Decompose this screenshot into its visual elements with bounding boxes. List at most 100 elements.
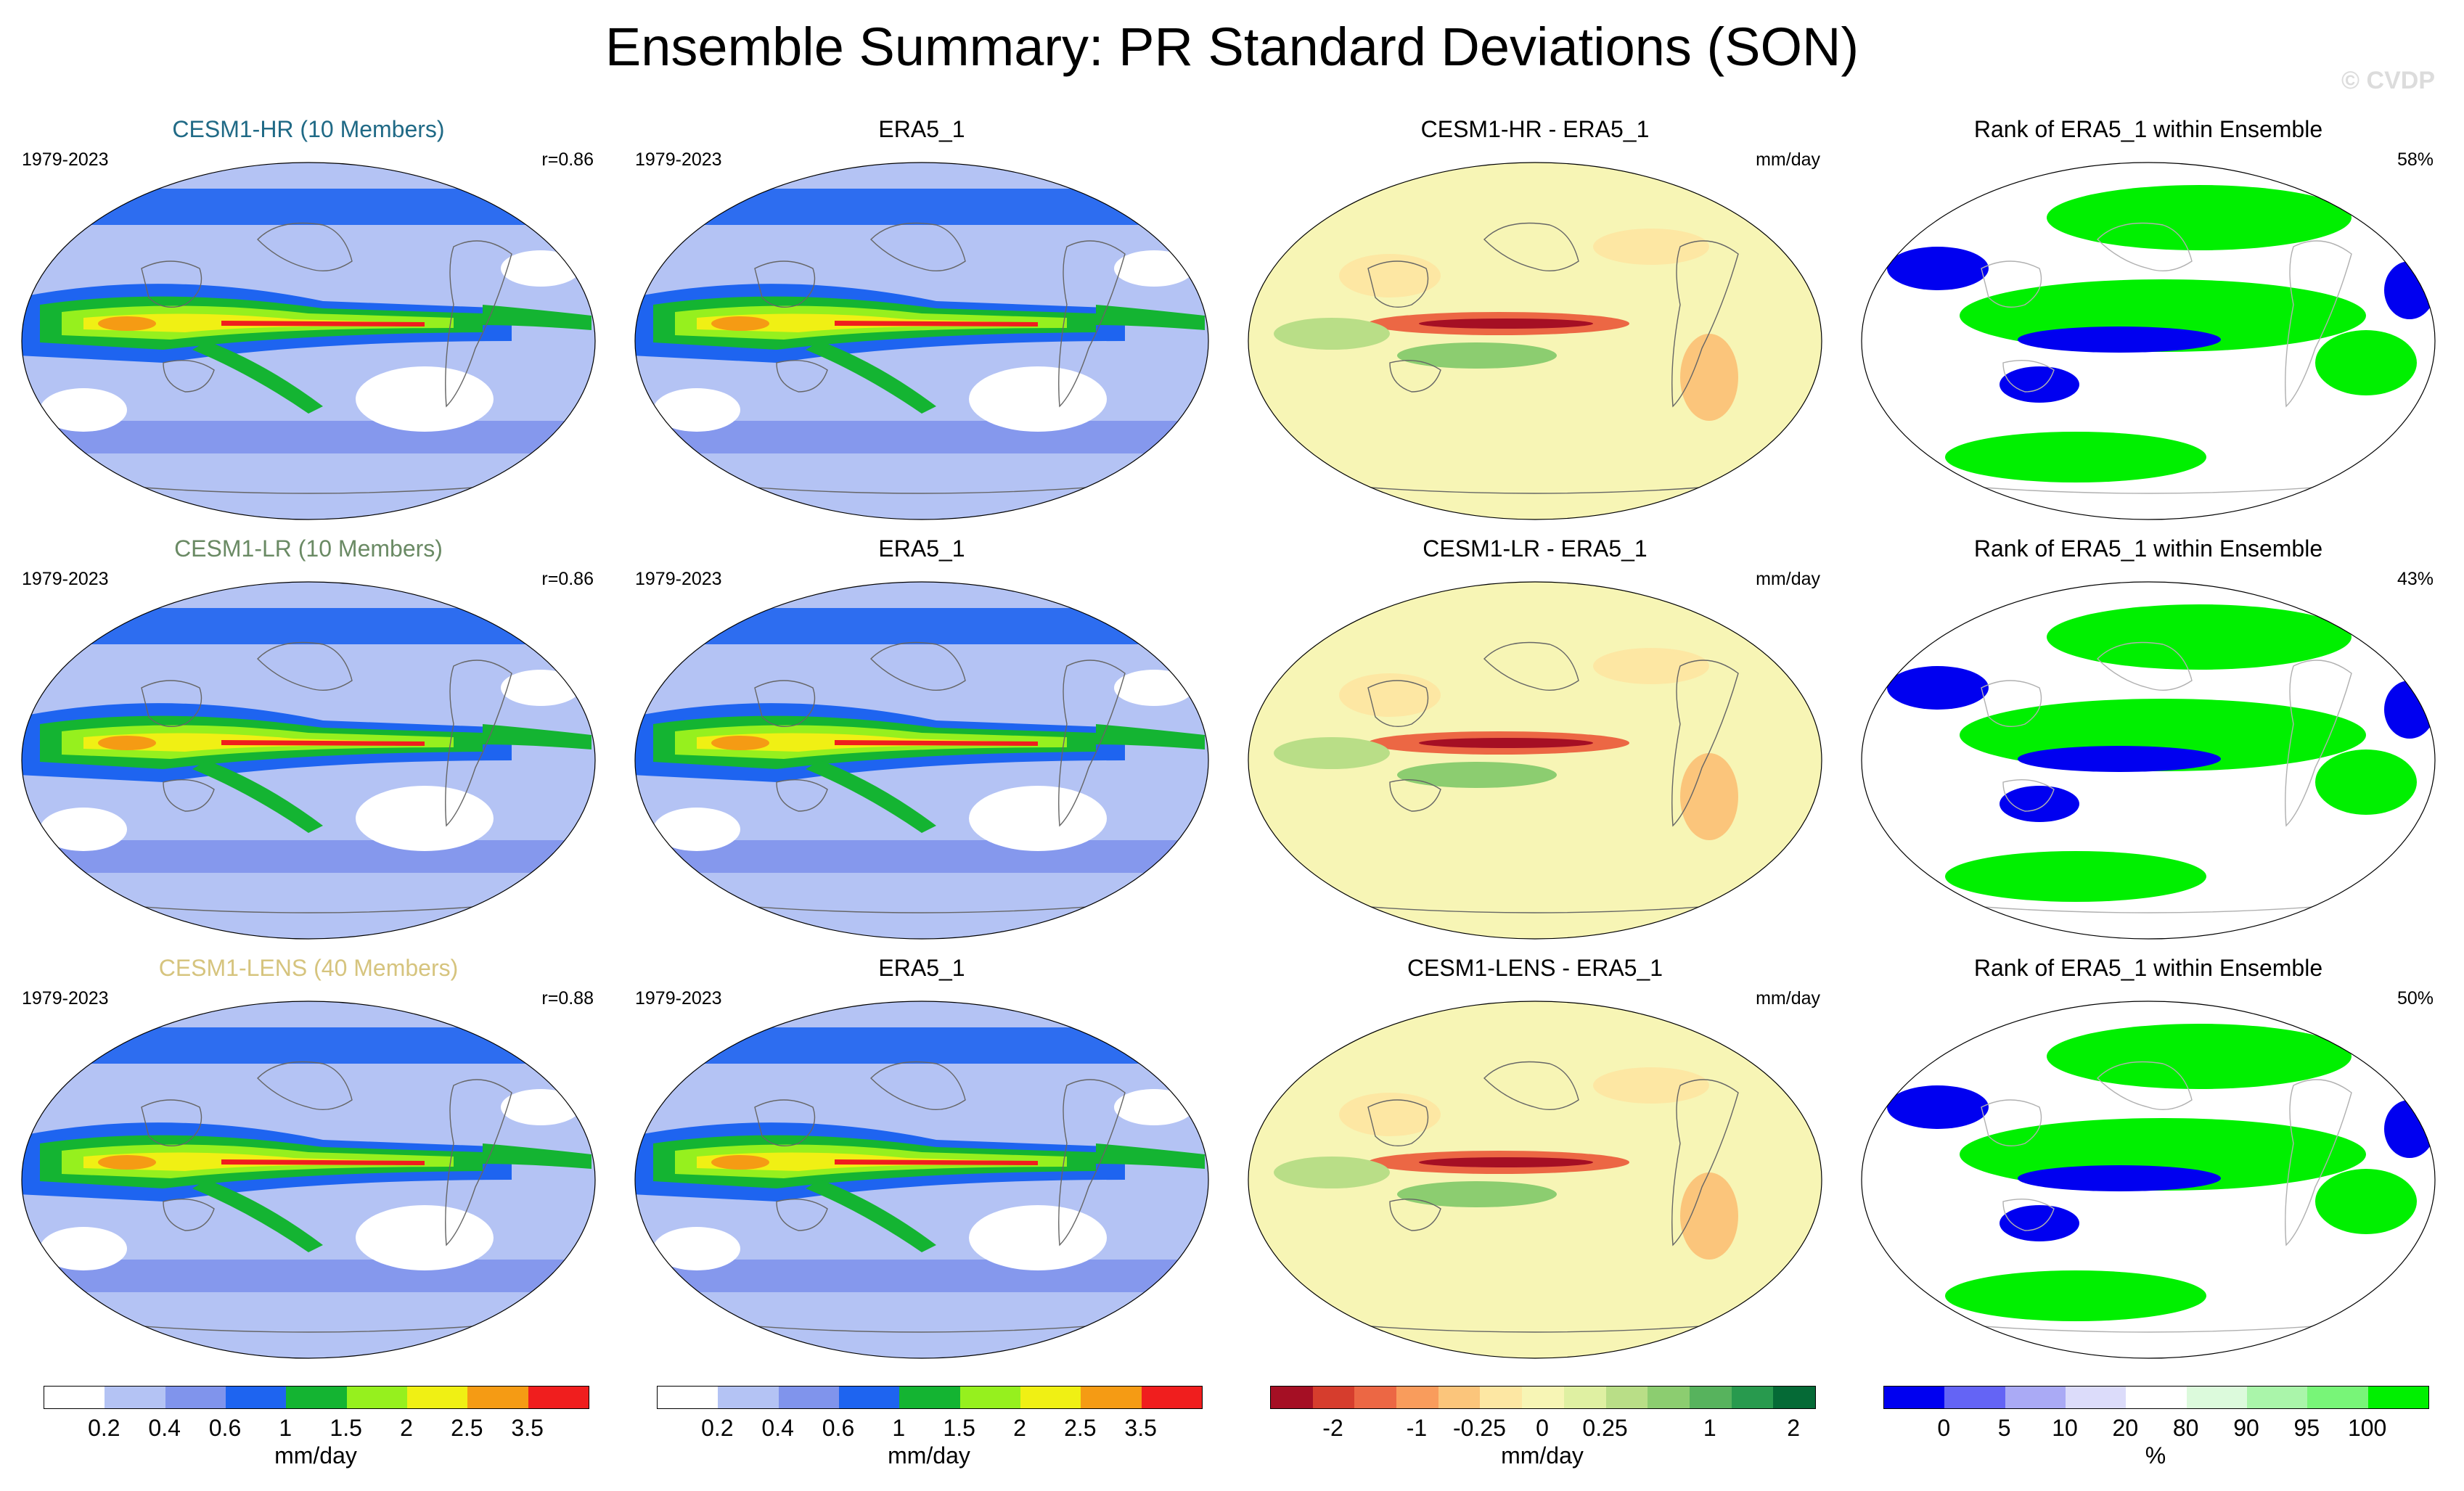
- pacific-itcz-max: [835, 740, 1038, 746]
- coastline-north: [870, 1061, 966, 1111]
- colorbar-swatch: [1312, 1387, 1355, 1408]
- colorbar-tick-label: 0.25: [1582, 1415, 1628, 1441]
- coastline-americas: [1058, 1079, 1126, 1246]
- map-panel-model: CESM1-LR (10 Members) 1979-2023 r=0.86: [7, 535, 610, 949]
- coastline-australia: [2002, 779, 2055, 812]
- colorbar-swatch: [406, 1387, 468, 1408]
- coastline-asia: [141, 1099, 202, 1146]
- colorbar-tick-label: 95: [2293, 1415, 2320, 1441]
- coastline-australia: [2002, 1198, 2055, 1231]
- globe-map-diff: [1248, 1001, 1822, 1359]
- dry-zone-se-pacific: [969, 786, 1107, 851]
- colorbar-tick-label: 0.6: [822, 1415, 855, 1441]
- globe-outline: [1248, 581, 1822, 940]
- rank-low-west: [1887, 666, 1989, 710]
- colorbar-tick-label: 3.5: [1124, 1415, 1157, 1441]
- rank-low-south: [2000, 1205, 2079, 1241]
- spcz: [192, 341, 323, 414]
- coastline-north: [870, 641, 966, 691]
- globe-map-model: [21, 1001, 596, 1359]
- coastline-australia: [776, 1198, 828, 1231]
- colorbar-swatch: [778, 1387, 839, 1408]
- storm-track-north: [635, 189, 1208, 225]
- globe-outline: [634, 162, 1209, 520]
- spcz: [806, 760, 936, 833]
- indian-ocean-max: [98, 1155, 156, 1170]
- panel-title: Rank of ERA5_1 within Ensemble: [1973, 116, 2323, 142]
- colorbar-swatch: [286, 1387, 347, 1408]
- atlantic-itcz: [1096, 305, 1205, 330]
- rank-high-north: [2047, 604, 2352, 670]
- period-label: 1979-2023: [635, 569, 722, 589]
- globe-map-diff: [1248, 581, 1822, 940]
- atlantic-itcz: [483, 724, 592, 749]
- colorbar-swatch: [838, 1387, 900, 1408]
- colorbar-tick-label: 1: [279, 1415, 292, 1441]
- storm-track-south: [635, 1260, 1208, 1292]
- diff-indian-positive: [1274, 737, 1390, 769]
- coastline-americas: [445, 240, 512, 408]
- globe-map-rank: [1861, 581, 2436, 940]
- map-panel-model: CESM1-LENS (40 Members) 1979-2023 r=0.88: [7, 955, 610, 1368]
- rank-low-south: [2000, 366, 2079, 403]
- correlation-label: r=0.86: [541, 569, 594, 589]
- panel-title: CESM1-LENS (40 Members): [158, 955, 459, 981]
- diff-asia-negative: [1339, 254, 1441, 297]
- colorbar-obs-sd: 0.2 0.4 0.6 1 1.5 2 2.5 3.5 mm/day: [657, 1386, 1203, 1487]
- coastline-asia: [754, 1099, 816, 1146]
- map-panel-obs: ERA5_1 1979-2023: [621, 535, 1223, 949]
- map-panel-rank: Rank of ERA5_1 within Ensemble 43%: [1847, 535, 2449, 949]
- panel-title: ERA5_1: [878, 535, 965, 562]
- dry-zone-s-indian: [40, 1227, 127, 1270]
- diff-indian-positive: [1274, 1157, 1390, 1188]
- colorbar-swatch: [1141, 1387, 1202, 1408]
- rank-high-south: [1945, 1270, 2206, 1321]
- storm-track-north: [635, 608, 1208, 644]
- watermark: © CVDP: [2341, 67, 2435, 94]
- colorbar-swatch: [467, 1387, 528, 1408]
- panel-title: CESM1-HR (10 Members): [172, 116, 445, 142]
- panel-title: CESM1-LR - ERA5_1: [1423, 535, 1648, 562]
- colorbar-swatch: [718, 1387, 779, 1408]
- rank-low-pacific: [2018, 746, 2221, 772]
- pacific-itcz-max: [221, 1159, 425, 1165]
- rank-low-east: [2384, 1100, 2435, 1158]
- colorbar-swatch: [528, 1387, 589, 1408]
- coastline-americas: [2285, 1079, 2352, 1246]
- globe-outline: [634, 1001, 1209, 1359]
- colorbar-swatches: [657, 1386, 1203, 1409]
- colorbar-swatch: [1271, 1387, 1313, 1408]
- period-label: 1979-2023: [22, 149, 109, 170]
- colorbar-tick-label: 0.6: [208, 1415, 242, 1441]
- colorbar-tick-label: 5: [1997, 1415, 2011, 1441]
- spcz: [806, 1180, 936, 1252]
- coastline-americas: [445, 1079, 512, 1246]
- colorbar-tick-label: 90: [2233, 1415, 2259, 1441]
- panel-title: CESM1-LR (10 Members): [174, 535, 443, 562]
- colorbar-swatch: [2307, 1387, 2368, 1408]
- indian-ocean-max: [98, 316, 156, 331]
- coastline-americas: [445, 660, 512, 827]
- colorbar-swatches: [44, 1386, 589, 1409]
- globe-outline: [1861, 1001, 2436, 1359]
- colorbar-swatch: [1944, 1387, 2005, 1408]
- indian-ocean-max: [711, 736, 769, 750]
- unit-label: mm/day: [1756, 149, 1820, 170]
- dry-zone-s-indian: [653, 1227, 740, 1270]
- rank-percent-label: 58%: [2397, 149, 2434, 170]
- globe-map-model: [21, 162, 596, 520]
- period-label: 1979-2023: [22, 569, 109, 589]
- colorbar-tick-label: 3.5: [511, 1415, 544, 1441]
- colorbar-swatch: [2186, 1387, 2247, 1408]
- coastline-americas: [1671, 240, 1739, 408]
- map-panel-model: CESM1-HR (10 Members) 1979-2023 r=0.86: [7, 116, 610, 530]
- colorbar-swatch: [1438, 1387, 1481, 1408]
- map-panel-rank: Rank of ERA5_1 within Ensemble 50%: [1847, 955, 2449, 1368]
- coastline-americas: [1058, 660, 1126, 827]
- period-label: 1979-2023: [635, 988, 722, 1009]
- colorbar-swatch: [2126, 1387, 2187, 1408]
- globe-outline: [634, 581, 1209, 940]
- storm-track-north: [22, 1027, 595, 1064]
- colorbar-swatch: [346, 1387, 407, 1408]
- spcz: [192, 1180, 323, 1252]
